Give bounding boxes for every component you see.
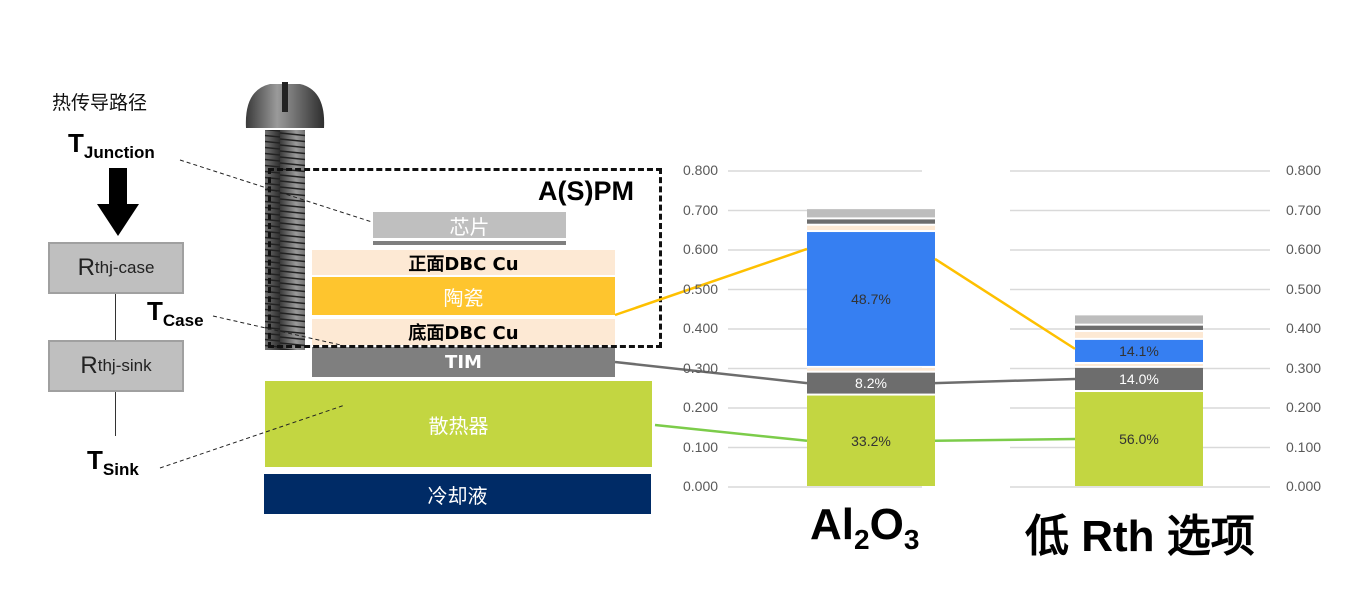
t-case-label: TCase bbox=[147, 296, 204, 331]
r-case-sub: thj-case bbox=[94, 258, 155, 277]
left-y-tick-label: 0.500 bbox=[683, 280, 719, 297]
bar-segment bbox=[1075, 339, 1203, 362]
left-y-tick-label: 0.300 bbox=[683, 359, 719, 376]
data-label: 33.2% bbox=[851, 433, 891, 449]
bar-segment bbox=[1075, 363, 1203, 366]
category-al2o3: Al2O3 bbox=[810, 500, 920, 555]
r-case-main: R bbox=[77, 254, 95, 281]
top-dbc-label: 正面DBC Cu bbox=[408, 253, 519, 275]
coolant-label: 冷却液 bbox=[427, 483, 488, 508]
chip-label: 芯片 bbox=[449, 214, 490, 239]
left-y-tick-label: 0.700 bbox=[683, 201, 719, 218]
bar-segment bbox=[1075, 367, 1203, 391]
bar-segment bbox=[1075, 325, 1203, 330]
chip-layer: 芯片 bbox=[373, 212, 566, 239]
t-sink-label: TSink bbox=[87, 445, 139, 480]
connector-line bbox=[934, 437, 1076, 443]
left-y-tick-label: 0.600 bbox=[683, 241, 719, 257]
category-low-rth: 低 Rth 选项 bbox=[1025, 512, 1255, 561]
connector-line bbox=[614, 360, 808, 385]
data-label: 56.0% bbox=[1119, 431, 1159, 447]
data-label: 8.2% bbox=[855, 375, 887, 391]
right-y-tick-label: 0.600 bbox=[1286, 241, 1322, 257]
tim-label: TIM bbox=[445, 351, 482, 373]
data-label: 48.7% bbox=[851, 291, 891, 307]
heatsink-layer: 散热器 bbox=[265, 381, 652, 467]
ceramic-label: 陶瓷 bbox=[443, 285, 484, 310]
right-y-tick-label: 0.200 bbox=[1286, 399, 1322, 415]
t-case-main: T bbox=[147, 296, 163, 326]
ceramic-layer: 陶瓷 bbox=[312, 277, 615, 315]
connector-line bbox=[654, 423, 808, 443]
connector-line bbox=[934, 257, 1076, 350]
right-y-tick-label: 0.400 bbox=[1286, 320, 1322, 336]
bar-segment bbox=[807, 225, 935, 231]
left-y-tick-label: 0.000 bbox=[683, 478, 719, 494]
module-boundary bbox=[268, 168, 662, 348]
bottom-dbc-layer: 底面DBC Cu bbox=[312, 319, 615, 345]
bar-segment bbox=[1075, 331, 1203, 338]
t-junction-label: TJunction bbox=[68, 128, 155, 163]
right-y-tick-label: 0.500 bbox=[1286, 280, 1322, 297]
t-sink-main: T bbox=[87, 445, 103, 475]
right-y-tick-label: 0.800 bbox=[1286, 162, 1322, 178]
connector-line bbox=[934, 377, 1076, 385]
connector-line bbox=[115, 294, 116, 340]
left-y-tick-label: 0.800 bbox=[683, 162, 719, 178]
data-label: 14.1% bbox=[1119, 343, 1159, 359]
t-case-sub: Case bbox=[162, 311, 204, 330]
right-y-tick-label: 0.300 bbox=[1286, 359, 1322, 376]
t-sink-sub: Sink bbox=[102, 460, 139, 479]
left-y-tick-label: 0.400 bbox=[683, 320, 719, 336]
bar-segment bbox=[807, 395, 935, 486]
connector-line bbox=[614, 247, 808, 317]
bar-segment bbox=[807, 219, 935, 224]
bar-segment bbox=[807, 209, 935, 218]
t-junction-main: T bbox=[68, 128, 84, 158]
right-y-tick-label: 0.700 bbox=[1286, 201, 1322, 218]
bar-segment bbox=[1075, 392, 1203, 486]
left-y-tick-label: 0.100 bbox=[683, 438, 719, 455]
thermal-path-title: 热传导路径 bbox=[52, 92, 148, 114]
down-arrow-icon bbox=[97, 168, 139, 236]
t-junction-sub: Junction bbox=[83, 143, 155, 162]
tim-layer: TIM bbox=[312, 347, 615, 377]
r-sink-main: R bbox=[80, 352, 98, 379]
data-label: 14.0% bbox=[1119, 371, 1159, 387]
bottom-dbc-label: 底面DBC Cu bbox=[408, 323, 519, 344]
connector-line bbox=[115, 392, 116, 436]
module-label: A(S)PM bbox=[538, 176, 634, 206]
heatsink-label: 散热器 bbox=[428, 413, 489, 438]
top-dbc-layer: 正面DBC Cu bbox=[312, 250, 615, 275]
bar-segment bbox=[1075, 315, 1203, 324]
r-sink-sub: thj-sink bbox=[97, 356, 152, 375]
right-y-tick-label: 0.100 bbox=[1286, 438, 1322, 455]
bar-segment bbox=[807, 372, 935, 394]
screw-icon bbox=[245, 82, 325, 350]
die-attach-layer bbox=[373, 241, 566, 245]
left-y-tick-label: 0.200 bbox=[683, 399, 719, 415]
coolant-layer: 冷却液 bbox=[264, 474, 651, 514]
bar-segment bbox=[807, 367, 935, 371]
right-y-tick-label: 0.000 bbox=[1286, 478, 1322, 494]
bar-segment bbox=[807, 232, 935, 366]
